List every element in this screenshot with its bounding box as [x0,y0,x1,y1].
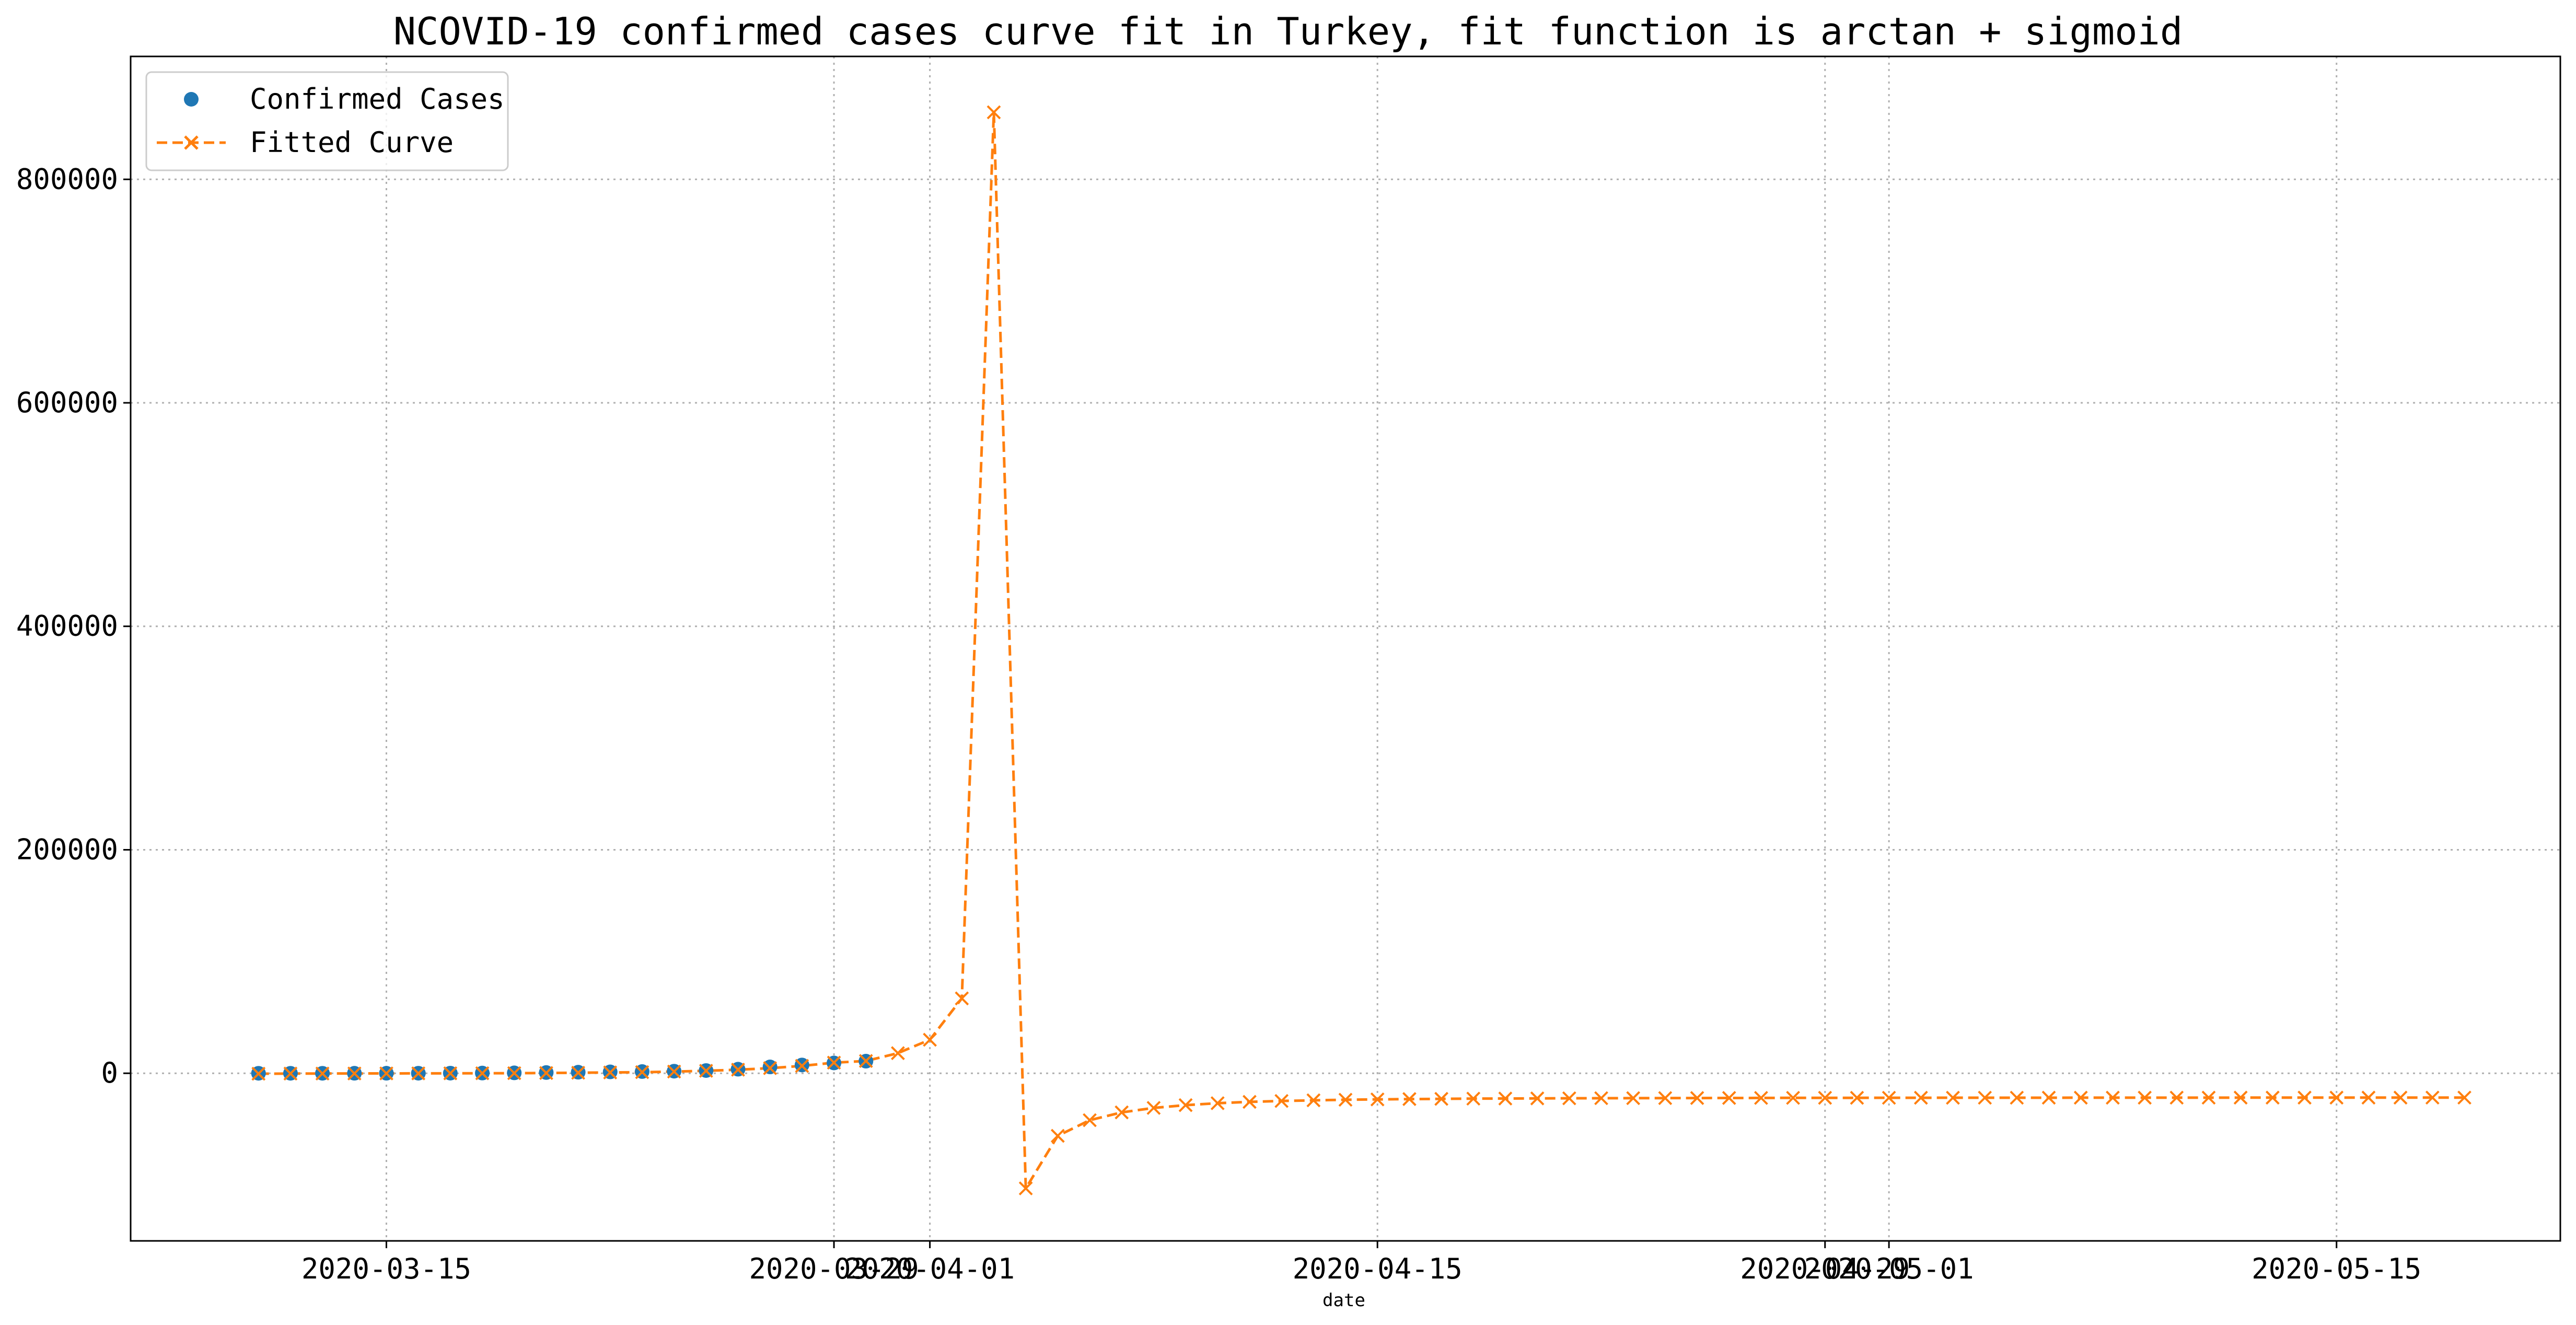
fitted-curve-point [2265,1090,2280,1105]
fitted-curve-point [858,1054,873,1068]
fitted-curve-point [1850,1090,1864,1105]
fitted-curve-point [251,1066,266,1081]
fitted-curve-point [1658,1091,1673,1106]
x-axis-label: date [1322,1290,1365,1311]
fitted-curve-point [731,1062,745,1077]
fitted-curve-point [571,1065,585,1080]
fitted-curve-point [1178,1098,1193,1112]
fitted-curve-point [1594,1091,1608,1106]
fitted-curve-point [315,1066,330,1081]
legend-label-fitted-curve: Fitted Curve [250,126,454,159]
fitted-curve-point [1243,1095,1257,1109]
legend: Confirmed Cases Fitted Curve [145,71,509,171]
fitted-curve-point [891,1046,905,1061]
fitted-curve-point [1498,1091,1513,1106]
fitted-curve-point [507,1066,521,1080]
fitted-curve-point [2457,1090,2471,1105]
x-tick-label: 2020-03-29 [749,1252,919,1285]
y-tick-label: 200000 [16,833,118,866]
fitted-curve-point [1946,1090,1960,1105]
fitted-curve-point [1818,1090,1832,1105]
fitted-curve-point [2233,1090,2248,1105]
fitted-curve-point [1690,1091,1704,1105]
fitted-curve-point [1338,1092,1353,1107]
fitted-curve-point [2201,1090,2216,1105]
legend-marker-confirmed-cases [184,92,199,107]
x-tick-label: 2020-05-01 [1804,1252,1974,1285]
fitted-curve-point [827,1055,841,1070]
fitted-curve-point [1754,1090,1768,1105]
fitted-curve-point [635,1065,649,1079]
fitted-curve-point [2297,1090,2312,1105]
fitted-curve-point [1882,1090,1896,1105]
fitted-curve-point [763,1061,778,1075]
fitted-curve-point [955,991,969,1006]
y-tick-label: 0 [101,1056,118,1089]
fitted-curve-point [539,1066,553,1080]
fitted-curve-point [2138,1090,2152,1105]
fitted-curve-point [1786,1090,1800,1105]
y-tick-label: 600000 [16,386,118,419]
fitted-curve-line [258,112,2465,1193]
legend-box [145,71,509,171]
fitted-curve-point [283,1066,298,1081]
fitted-curve-point [1050,1129,1065,1143]
fitted-curve-point [2041,1090,2056,1105]
fitted-curve-point [795,1059,809,1073]
y-tick-label: 400000 [16,610,118,643]
fitted-curve-point [347,1066,362,1081]
fitted-curve-point [1562,1091,1576,1106]
fitted-curve-point [1210,1096,1225,1110]
legend-marker-fitted-curve [184,135,199,150]
fitted-curve-point [1146,1101,1161,1115]
x-tick-label: 2020-05-15 [2252,1252,2421,1285]
fitted-curve-point [699,1064,713,1078]
axes-frame [130,55,2561,1242]
fitted-curve-point [1018,1181,1033,1195]
fitted-curve-point [1115,1105,1129,1120]
fitted-curve-point [1626,1091,1641,1106]
x-tick-label: 2020-04-01 [845,1252,1015,1285]
fitted-curve-point [2425,1090,2440,1105]
fitted-curve-point [1434,1091,1448,1106]
fitted-curve-point [475,1066,490,1080]
fitted-curve-point [603,1065,618,1080]
fitted-curve-point [667,1064,681,1079]
fitted-curve-point [1913,1090,1928,1105]
fitted-curve-point [2073,1090,2088,1105]
legend-label-confirmed-cases: Confirmed Cases [250,83,505,115]
x-tick-label: 2020-04-15 [1293,1252,1463,1285]
fitted-curve-point [2010,1090,2024,1105]
fitted-curve-point [2106,1090,2120,1105]
fitted-curve-point [1083,1113,1097,1128]
fitted-curve-point [1530,1091,1545,1106]
x-tick-label: 2020-04-29 [1740,1252,1910,1285]
fitted-curve-point [379,1066,393,1080]
fitted-curve-point [443,1066,458,1080]
fitted-curve-point [1402,1092,1417,1107]
fitted-curve-point [1370,1092,1385,1107]
fitted-curve-point [2361,1090,2376,1105]
fitted-curve-point [1722,1091,1736,1105]
fitted-curve-point [1978,1090,1992,1105]
fitted-curve-point [1466,1091,1481,1106]
x-tick-label: 2020-03-15 [301,1252,471,1285]
fitted-curve-point [987,105,1001,120]
fitted-curve-point [923,1032,937,1047]
series-layer [251,105,2471,1195]
y-tick-label: 800000 [16,162,118,195]
fitted-curve-point [2393,1090,2408,1105]
fitted-curve-point [411,1066,426,1080]
fitted-curve-point [1306,1093,1321,1108]
fitted-curve-point [2169,1090,2184,1105]
fitted-curve-point [1274,1094,1289,1108]
fitted-curve-point [2329,1090,2344,1105]
chart-title: NCOVID-19 confirmed cases curve fit in T… [393,9,2183,53]
